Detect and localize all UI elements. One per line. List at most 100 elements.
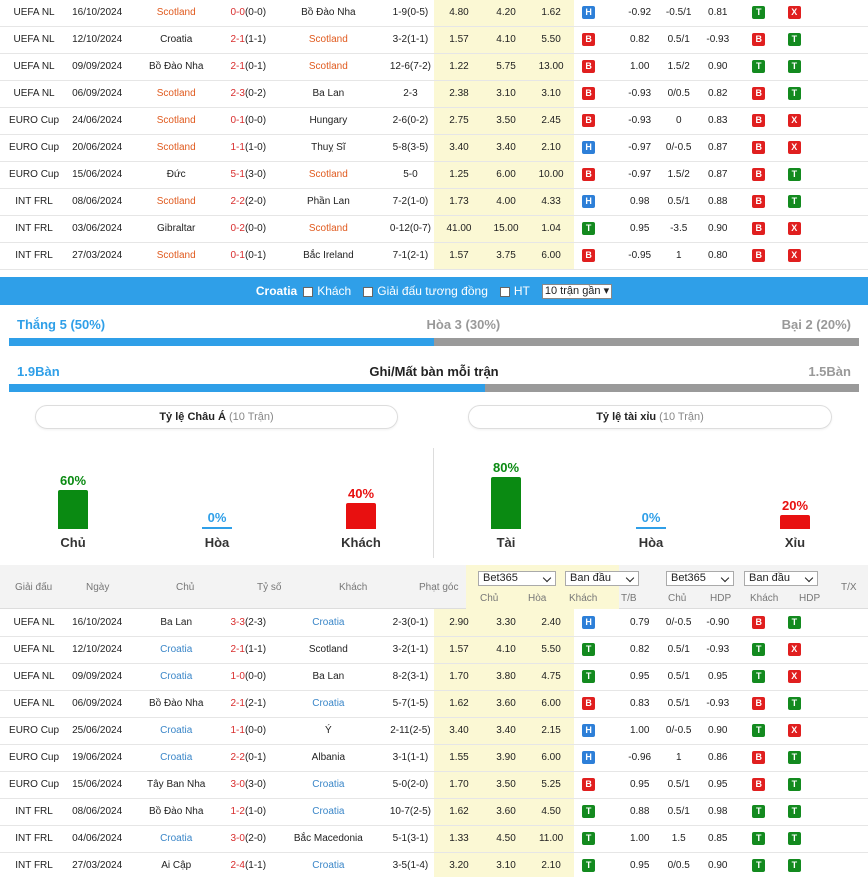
match-row[interactable]: UEFA NL 16/10/2024 Scotland 0-0(0-0) Bồ Đào … — [0, 0, 868, 27]
away-team-link[interactable]: Croatia — [312, 860, 345, 871]
home-team-cell[interactable]: Croatia — [126, 744, 227, 772]
away-team-link[interactable]: Bắc Ireland — [303, 250, 354, 261]
away-team-cell[interactable]: Scotland — [270, 161, 387, 189]
away-team-link[interactable]: Croatia — [312, 698, 345, 709]
home-team-link[interactable]: Scotland — [156, 250, 196, 261]
match-row[interactable]: EURO Cup 15/06/2024 Tây Ban Nha 3-0(3-0) Cro… — [0, 771, 868, 799]
away-team-cell[interactable]: Thuỵ Sĩ — [270, 134, 387, 162]
home-team-cell[interactable]: Croatia — [126, 26, 227, 54]
home-team-cell[interactable]: Scotland — [126, 242, 227, 270]
home-team-cell[interactable]: Tây Ban Nha — [126, 771, 227, 799]
match-row[interactable]: EURO Cup 20/06/2024 Scotland 1-1(1-0) Thuỵ S… — [0, 134, 868, 162]
away-team-link[interactable]: Hungary — [309, 115, 348, 126]
home-team-link[interactable]: Croatia — [160, 671, 193, 682]
home-team-link[interactable]: Bồ Đào Nha — [148, 61, 204, 72]
match-row[interactable]: EURO Cup 15/06/2024 Đức 5-1(3-0) Scotland 5-0… — [0, 161, 868, 189]
asian-handicap-tab[interactable]: Tỷ lệ Châu Á (10 Trận) — [35, 405, 398, 429]
home-team-link[interactable]: Đức — [166, 169, 186, 180]
ht-checkbox[interactable] — [499, 286, 510, 297]
home-team-link[interactable]: Scotland — [156, 88, 196, 99]
away-team-cell[interactable]: Ba Lan — [270, 663, 387, 691]
away-team-cell[interactable]: Bắc Macedonia — [270, 825, 387, 853]
away-team-cell[interactable]: Croatia — [270, 609, 387, 637]
home-team-link[interactable]: Scotland — [156, 196, 196, 207]
away-team-link[interactable]: Croatia — [312, 616, 345, 628]
home-team-cell[interactable]: Ba Lan — [126, 609, 227, 637]
match-row[interactable]: INT FRL 27/03/2024 Ai Cập 2-4(1-1) Croatia 3-… — [0, 852, 868, 877]
home-team-cell[interactable]: Croatia — [126, 825, 227, 853]
away-checkbox[interactable] — [303, 286, 314, 297]
home-team-cell[interactable]: Bồ Đào Nha — [126, 690, 227, 718]
home-team-cell[interactable]: Đức — [126, 161, 227, 189]
home-team-link[interactable]: Croatia — [160, 644, 193, 655]
match-row[interactable]: UEFA NL 12/10/2024 Croatia 2-1(1-1) Scotland… — [0, 26, 868, 54]
away-team-cell[interactable]: Hungary — [270, 107, 387, 135]
home-team-cell[interactable]: Ai Cập — [126, 852, 227, 877]
home-team-cell[interactable]: Scotland — [126, 188, 227, 216]
home-team-link[interactable]: Gibraltar — [157, 223, 196, 234]
home-team-link[interactable]: Tây Ban Nha — [147, 779, 206, 790]
match-row[interactable]: UEFA NL 09/09/2024 Croatia 1-0(0-0) Ba Lan 8-… — [0, 663, 868, 691]
away-team-cell[interactable]: Croatia — [270, 852, 387, 877]
same-league-checkbox[interactable] — [363, 286, 374, 297]
away-team-link[interactable]: Ba Lan — [312, 88, 345, 99]
away-team-link[interactable]: Croatia — [312, 806, 345, 817]
match-row[interactable]: INT FRL 08/06/2024 Bồ Đào Nha 1-2(1-0) Croat… — [0, 798, 868, 826]
match-row[interactable]: UEFA NL 06/09/2024 Scotland 2-3(0-2) Ba Lan 2… — [0, 80, 868, 108]
home-team-link[interactable]: Bồ Đào Nha — [148, 698, 204, 709]
home-team-cell[interactable]: Bồ Đào Nha — [126, 798, 227, 826]
over-under-tab[interactable]: Tỷ lệ tài xỉu (10 Trận) — [468, 405, 832, 429]
home-team-link[interactable]: Ai Cập — [161, 860, 192, 871]
home-team-cell[interactable]: Scotland — [126, 134, 227, 162]
away-team-link[interactable]: Ý — [325, 725, 332, 736]
away-team-cell[interactable]: Scotland — [270, 215, 387, 243]
same-league-filter[interactable]: Giải đấu tương đồng — [363, 284, 488, 298]
away-team-link[interactable]: Ba Lan — [312, 671, 345, 682]
home-team-cell[interactable]: Bồ Đào Nha — [126, 53, 227, 81]
recent-matches-select[interactable]: 10 trận gần ▾ — [541, 283, 613, 299]
away-team-link[interactable]: Scotland — [308, 644, 348, 655]
away-team-link[interactable]: Bắc Macedonia — [293, 833, 363, 844]
match-row[interactable]: INT FRL 04/06/2024 Croatia 3-0(2-0) Bắc Mace… — [0, 825, 868, 853]
away-team-link[interactable]: Albania — [311, 752, 346, 763]
home-team-cell[interactable]: Croatia — [126, 717, 227, 745]
match-row[interactable]: UEFA NL 12/10/2024 Croatia 2-1(1-1) Scotland… — [0, 636, 868, 664]
home-team-link[interactable]: Scotland — [156, 6, 196, 18]
away-team-cell[interactable]: Phần Lan — [270, 188, 387, 216]
ht-filter[interactable]: HT — [499, 284, 530, 298]
home-team-link[interactable]: Bồ Đào Nha — [148, 806, 204, 817]
away-team-cell[interactable]: Scotland — [270, 53, 387, 81]
away-team-link[interactable]: Bồ Đào Nha — [301, 6, 356, 18]
match-row[interactable]: EURO Cup 25/06/2024 Croatia 1-1(0-0) Ý 2-11(2… — [0, 717, 868, 745]
away-team-cell[interactable]: Albania — [270, 744, 387, 772]
away-team-cell[interactable]: Bắc Ireland — [270, 242, 387, 270]
home-team-cell[interactable]: Scotland — [126, 107, 227, 135]
away-team-link[interactable]: Scotland — [308, 34, 348, 45]
match-row[interactable]: EURO Cup 24/06/2024 Scotland 0-1(0-0) Hungar… — [0, 107, 868, 135]
away-team-cell[interactable]: Scotland — [270, 26, 387, 54]
home-team-cell[interactable]: Gibraltar — [126, 215, 227, 243]
match-row[interactable]: UEFA NL 09/09/2024 Bồ Đào Nha 2-1(0-1) Scotl… — [0, 53, 868, 81]
match-row[interactable]: EURO Cup 19/06/2024 Croatia 2-2(0-1) Albania… — [0, 744, 868, 772]
bookmaker2-select[interactable]: Bet365 — [666, 571, 734, 586]
away-team-cell[interactable]: Croatia — [270, 798, 387, 826]
home-team-link[interactable]: Croatia — [160, 725, 193, 736]
match-row[interactable]: INT FRL 08/06/2024 Scotland 2-2(2-0) Phần La… — [0, 188, 868, 216]
away-team-cell[interactable]: Ba Lan — [270, 80, 387, 108]
home-team-link[interactable]: Croatia — [160, 752, 193, 763]
away-team-link[interactable]: Scotland — [308, 169, 348, 180]
home-team-link[interactable]: Croatia — [160, 833, 193, 844]
away-filter[interactable]: Khách — [303, 284, 351, 298]
away-team-link[interactable]: Scotland — [308, 61, 348, 72]
bookmaker1-select[interactable]: Bet365 — [478, 571, 556, 586]
away-team-link[interactable]: Phần Lan — [306, 196, 350, 207]
home-team-cell[interactable]: Croatia — [126, 663, 227, 691]
away-team-cell[interactable]: Croatia — [270, 771, 387, 799]
match-row[interactable]: INT FRL 27/03/2024 Scotland 0-1(0-1) Bắc Ire… — [0, 242, 868, 270]
home-team-cell[interactable]: Scotland — [126, 80, 227, 108]
away-team-cell[interactable]: Scotland — [270, 636, 387, 664]
away-team-cell[interactable]: Bồ Đào Nha — [270, 0, 387, 27]
away-team-link[interactable]: Croatia — [312, 779, 345, 790]
odds-type1-select[interactable]: Ban đầu — [565, 571, 639, 586]
home-team-link[interactable]: Ba Lan — [160, 616, 193, 628]
